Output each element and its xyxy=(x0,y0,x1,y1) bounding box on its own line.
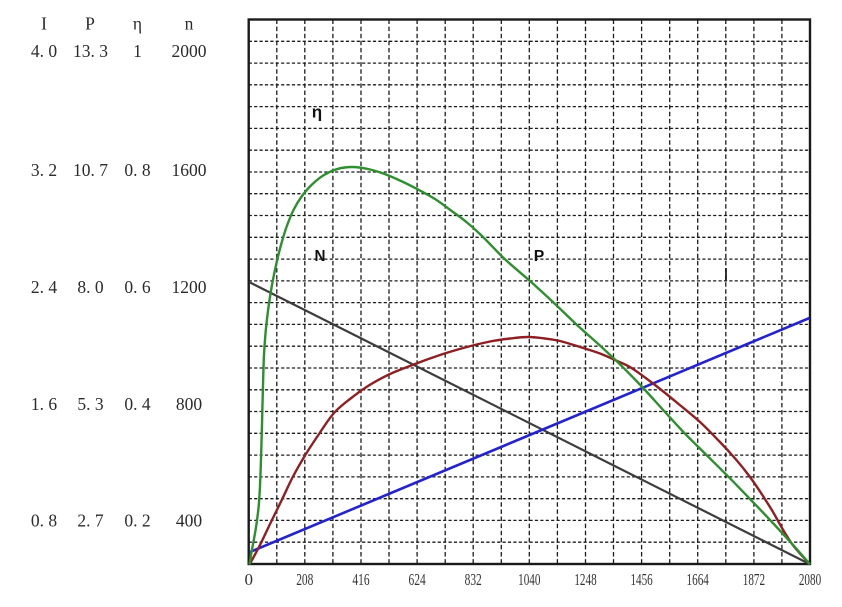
svg-text:832: 832 xyxy=(465,570,482,589)
svg-text:624: 624 xyxy=(409,570,427,589)
svg-text:n: n xyxy=(185,14,194,34)
svg-text:1: 1 xyxy=(133,41,142,61)
svg-text:1. 6: 1. 6 xyxy=(31,394,58,414)
svg-text:1600: 1600 xyxy=(172,160,207,180)
svg-text:10. 7: 10. 7 xyxy=(73,160,108,180)
svg-text:1872: 1872 xyxy=(743,570,765,589)
svg-text:P: P xyxy=(85,14,95,34)
svg-text:I: I xyxy=(41,14,47,34)
svg-text:416: 416 xyxy=(352,570,369,589)
svg-text:N: N xyxy=(315,248,326,265)
svg-text:2000: 2000 xyxy=(172,41,207,61)
svg-text:8. 0: 8. 0 xyxy=(77,277,104,297)
svg-text:400: 400 xyxy=(176,511,203,531)
svg-text:0. 2: 0. 2 xyxy=(124,511,150,531)
svg-text:0. 8: 0. 8 xyxy=(31,511,58,531)
svg-text:0. 8: 0. 8 xyxy=(124,160,151,180)
svg-text:0. 4: 0. 4 xyxy=(124,394,151,414)
svg-text:1456: 1456 xyxy=(630,570,652,589)
svg-text:1248: 1248 xyxy=(574,570,596,589)
svg-text:3. 2: 3. 2 xyxy=(31,160,57,180)
svg-text:2080: 2080 xyxy=(799,570,821,589)
svg-text:2. 4: 2. 4 xyxy=(31,277,58,297)
svg-text:0: 0 xyxy=(244,570,253,589)
svg-text:1200: 1200 xyxy=(172,277,207,297)
svg-text:η: η xyxy=(133,14,142,34)
svg-text:2. 7: 2. 7 xyxy=(77,511,104,531)
svg-text:208: 208 xyxy=(296,570,313,589)
svg-text:η: η xyxy=(312,103,322,122)
svg-text:1040: 1040 xyxy=(518,570,540,589)
svg-text:800: 800 xyxy=(176,394,203,414)
svg-text:13. 3: 13. 3 xyxy=(73,41,108,61)
svg-text:I: I xyxy=(723,265,728,285)
svg-text:0. 6: 0. 6 xyxy=(124,277,151,297)
svg-text:P: P xyxy=(534,248,545,265)
svg-text:4. 0: 4. 0 xyxy=(31,41,58,61)
svg-text:1664: 1664 xyxy=(687,570,710,589)
svg-text:5. 3: 5. 3 xyxy=(77,394,104,414)
